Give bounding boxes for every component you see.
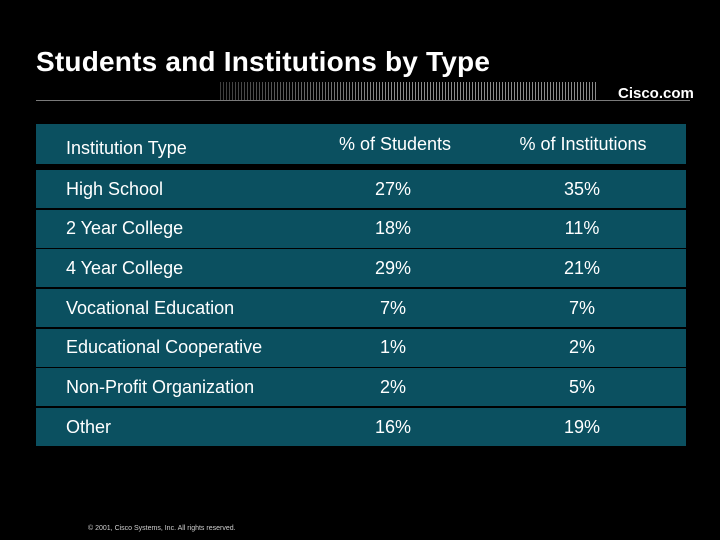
row-type-label: Other bbox=[66, 416, 112, 437]
header-percent-institutions: % of Institutions bbox=[519, 133, 647, 154]
row-institutions-value: 2% bbox=[568, 337, 595, 358]
header-institution-type: Institution Type bbox=[66, 137, 187, 158]
row-type-label: Non-Profit Organization bbox=[66, 376, 255, 397]
header-percent-students: % of Students bbox=[338, 133, 452, 154]
title-rule bbox=[36, 100, 690, 101]
row-students-value: 18% bbox=[374, 218, 412, 239]
row-institutions-value: 5% bbox=[568, 376, 595, 397]
row-institutions-value: 19% bbox=[563, 416, 601, 437]
brand-logo: Cisco.com bbox=[618, 85, 694, 102]
row-students-value: 2% bbox=[379, 376, 406, 397]
row-students-value: 27% bbox=[374, 178, 412, 199]
table-row: Non-Profit Organization 2% 5% bbox=[36, 368, 686, 407]
table-row: 4 Year College 29% 21% bbox=[36, 249, 686, 288]
row-type-label: High School bbox=[66, 178, 164, 199]
row-type-label: Vocational Education bbox=[66, 297, 235, 318]
table-row: 2 Year College 18% 11% bbox=[36, 209, 686, 248]
row-institutions-value: 21% bbox=[563, 257, 601, 278]
row-type-label: 4 Year College bbox=[66, 257, 184, 278]
institution-table: Institution Type % of Students % of Inst… bbox=[36, 124, 686, 448]
table-row: Vocational Education 7% 7% bbox=[36, 289, 686, 328]
row-institutions-value: 11% bbox=[564, 218, 600, 239]
decorative-stripe-fade bbox=[220, 82, 598, 100]
row-institutions-value: 35% bbox=[563, 178, 601, 199]
row-institutions-value: 7% bbox=[568, 297, 595, 318]
table-header-row: Institution Type % of Students % of Inst… bbox=[36, 124, 686, 164]
table-row: Educational Cooperative 1% 2% bbox=[36, 328, 686, 367]
copyright-notice: © 2001, Cisco Systems, Inc. All rights r… bbox=[88, 525, 236, 532]
table-row: Other 16% 19% bbox=[36, 408, 686, 447]
table-row: High School 27% 35% bbox=[36, 170, 686, 208]
row-students-value: 1% bbox=[379, 337, 406, 358]
row-students-value: 7% bbox=[379, 297, 406, 318]
row-type-label: Educational Cooperative bbox=[66, 337, 263, 358]
row-students-value: 29% bbox=[374, 257, 412, 278]
row-students-value: 16% bbox=[374, 416, 412, 437]
row-type-label: 2 Year College bbox=[66, 218, 184, 239]
slide-title: Students and Institutions by Type bbox=[36, 46, 491, 77]
